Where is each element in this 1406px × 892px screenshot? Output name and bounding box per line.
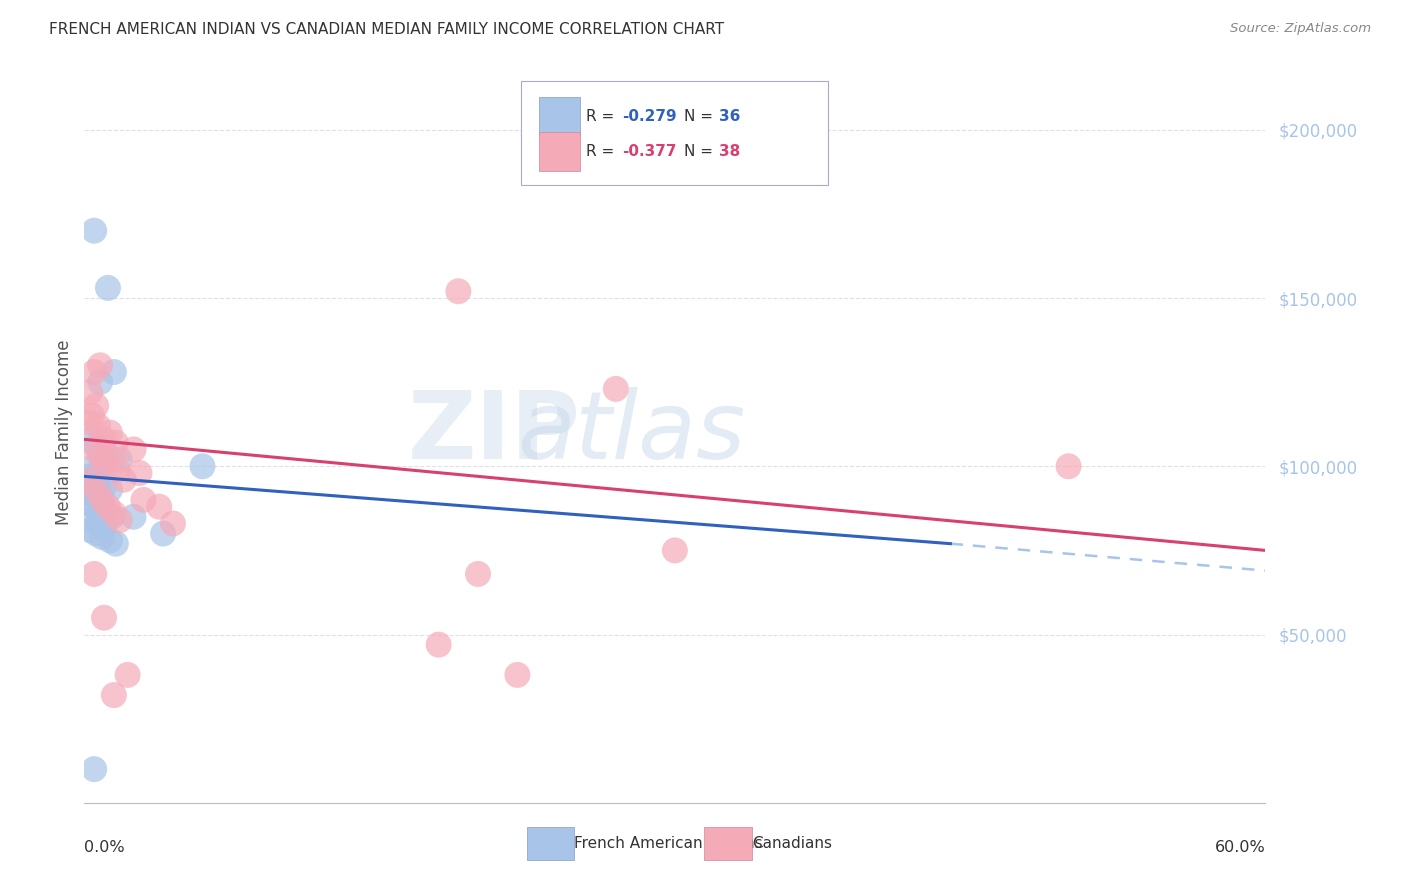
Text: ZIP: ZIP xyxy=(408,386,581,479)
Point xyxy=(79,486,101,500)
Point xyxy=(91,492,114,507)
Y-axis label: Median Family Income: Median Family Income xyxy=(55,340,73,525)
Point xyxy=(91,446,114,460)
Point xyxy=(98,483,121,497)
Point xyxy=(91,492,114,507)
FancyBboxPatch shape xyxy=(704,827,752,860)
Text: R =: R = xyxy=(586,109,620,124)
Point xyxy=(82,473,104,487)
Point xyxy=(664,543,686,558)
Point xyxy=(103,688,125,702)
Text: R =: R = xyxy=(586,144,620,159)
Point xyxy=(84,439,107,453)
Point xyxy=(89,375,111,389)
Point xyxy=(79,385,101,400)
Point xyxy=(112,473,135,487)
Text: 60.0%: 60.0% xyxy=(1215,840,1265,855)
Point xyxy=(97,449,120,463)
Point xyxy=(605,382,627,396)
Point xyxy=(79,473,101,487)
Point xyxy=(79,433,101,447)
Point xyxy=(148,500,170,514)
Point xyxy=(103,507,125,521)
Point xyxy=(447,285,470,299)
Text: -0.377: -0.377 xyxy=(621,144,676,159)
Point xyxy=(467,566,489,581)
Point xyxy=(93,610,115,624)
Point xyxy=(122,509,145,524)
Point xyxy=(84,483,107,497)
Point xyxy=(79,523,101,537)
Point xyxy=(97,500,120,514)
Point xyxy=(83,762,105,776)
Point xyxy=(77,469,100,483)
Point xyxy=(162,516,184,531)
Point xyxy=(77,416,100,430)
Point xyxy=(94,459,117,474)
Point xyxy=(108,513,131,527)
Text: 38: 38 xyxy=(718,144,740,159)
Text: Canadians: Canadians xyxy=(752,836,831,851)
Point xyxy=(84,399,107,413)
Text: Source: ZipAtlas.com: Source: ZipAtlas.com xyxy=(1230,22,1371,36)
Point xyxy=(84,526,107,541)
Point xyxy=(89,503,111,517)
Point xyxy=(89,359,111,373)
Point xyxy=(152,526,174,541)
Point xyxy=(97,281,120,295)
Point xyxy=(87,418,110,433)
Text: 36: 36 xyxy=(718,109,740,124)
Text: atlas: atlas xyxy=(517,387,745,478)
Point xyxy=(77,496,100,510)
Point xyxy=(427,638,450,652)
Point xyxy=(83,459,105,474)
Point xyxy=(93,433,115,447)
Point xyxy=(191,459,214,474)
Text: French American Indians: French American Indians xyxy=(575,836,763,851)
Point xyxy=(122,442,145,457)
Text: FRENCH AMERICAN INDIAN VS CANADIAN MEDIAN FAMILY INCOME CORRELATION CHART: FRENCH AMERICAN INDIAN VS CANADIAN MEDIA… xyxy=(49,22,724,37)
Point xyxy=(108,452,131,467)
FancyBboxPatch shape xyxy=(538,132,581,170)
Point xyxy=(93,520,115,534)
Point xyxy=(93,479,115,493)
Text: N =: N = xyxy=(685,144,718,159)
Point xyxy=(82,409,104,423)
Point xyxy=(83,500,105,514)
Point xyxy=(89,462,111,476)
Point xyxy=(89,449,111,463)
Point xyxy=(103,365,125,379)
Point xyxy=(107,462,129,476)
Point xyxy=(104,435,127,450)
Point xyxy=(84,490,107,504)
Point xyxy=(91,530,114,544)
Point xyxy=(104,536,127,550)
Point xyxy=(98,533,121,548)
Text: N =: N = xyxy=(685,109,718,124)
Point xyxy=(98,425,121,440)
Point xyxy=(83,566,105,581)
Point xyxy=(87,516,110,531)
FancyBboxPatch shape xyxy=(538,97,581,136)
Point xyxy=(101,509,124,524)
Point xyxy=(132,492,155,507)
Point xyxy=(94,507,117,521)
Point xyxy=(128,466,150,480)
Point xyxy=(101,452,124,467)
Text: -0.279: -0.279 xyxy=(621,109,676,124)
Point xyxy=(506,668,529,682)
Point xyxy=(82,513,104,527)
Text: 0.0%: 0.0% xyxy=(84,840,125,855)
Point xyxy=(83,365,105,379)
Point xyxy=(83,442,105,457)
FancyBboxPatch shape xyxy=(527,827,575,860)
Point xyxy=(87,476,110,491)
Point xyxy=(83,224,105,238)
Point xyxy=(117,668,139,682)
Point xyxy=(1057,459,1080,474)
FancyBboxPatch shape xyxy=(522,81,828,185)
